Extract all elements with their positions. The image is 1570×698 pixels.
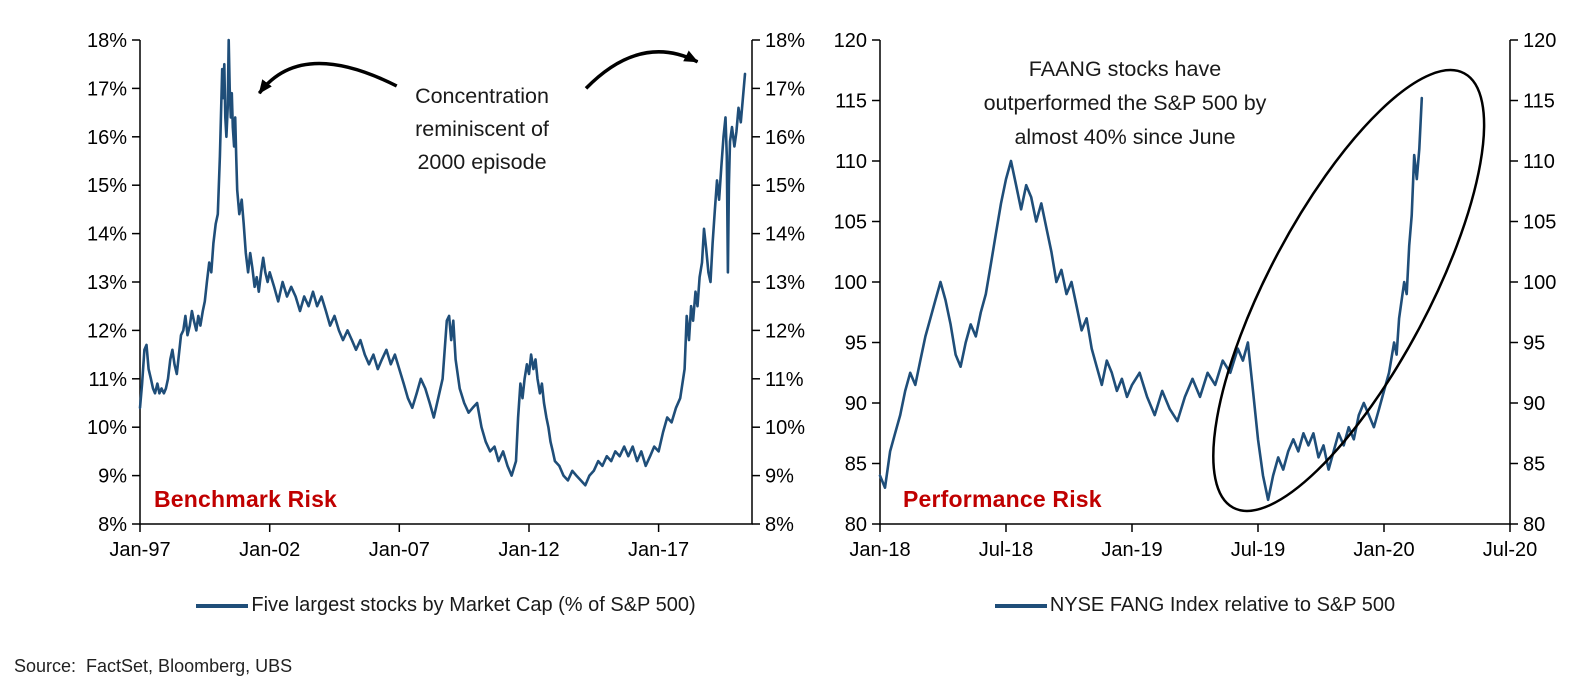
x-tick-label: Jan-17 [628,539,689,561]
y-tick-label: 80 [845,514,867,536]
y-tick-label: 15% [87,175,127,197]
x-tick-label: Jan-97 [109,539,170,561]
y-tick-label: 100 [834,272,867,294]
ellipse-annotation [1212,68,1486,513]
legend-benchmark: Five largest stocks by Market Cap (% of … [140,594,752,617]
y-tick-label: 18% [765,30,805,52]
y-tick-label: 17% [87,78,127,100]
y-tick-label: 11% [765,369,804,391]
legend-line-swatch [196,603,249,608]
x-tick-label: Jan-20 [1353,539,1414,561]
y-tick-label: 16% [87,127,127,149]
x-tick-label: Jul-18 [979,539,1033,561]
y-tick-label: 15% [765,175,805,197]
y-tick-label: 8% [765,514,794,536]
y-tick-label: 105 [1523,212,1556,234]
y-tick-label: 95 [845,333,867,355]
annotation-arrow [584,50,699,90]
annotation-line: almost 40% since June [1014,125,1236,149]
y-tick-label: 105 [834,212,867,234]
y-tick-label: 85 [845,454,867,476]
y-tick-label: 85 [1523,454,1545,476]
y-tick-label: 120 [834,30,867,52]
x-tick-label: Jan-19 [1101,539,1162,561]
y-tick-label: 10% [87,417,127,439]
x-tick-label: Jan-07 [369,539,430,561]
annotation-line: reminiscent of [415,117,549,141]
y-tick-label: 95 [1523,333,1545,355]
y-tick-label: 100 [1523,272,1556,294]
source-note: Source: FactSet, Bloomberg, UBS [14,656,293,676]
y-tick-label: 80 [1523,514,1545,536]
y-tick-label: 10% [765,417,805,439]
annotation-line: FAANG stocks have [1028,57,1222,81]
legend-fang: NYSE FANG Index relative to S&P 500 [880,594,1510,617]
performance-risk-label: Performance Risk [903,486,1102,512]
legend-label: Five largest stocks by Market Cap (% of … [251,594,696,616]
x-tick-label: Jan-02 [239,539,300,561]
legend-label: NYSE FANG Index relative to S&P 500 [1049,594,1396,616]
y-tick-label: 14% [765,224,805,246]
legend-line-swatch [994,603,1047,608]
annotation-line: 2000 episode [417,150,547,174]
x-tick-label: Jul-19 [1231,539,1285,561]
annotation-line: Concentration [415,84,549,108]
series-line [878,96,1424,502]
y-tick-label: 11% [88,369,127,391]
y-tick-label: 110 [1523,151,1555,173]
annotation-line: outperformed the S&P 500 by [983,91,1267,115]
annotation-arrow [257,61,398,95]
x-tick-label: Jul-20 [1483,539,1537,561]
y-tick-label: 9% [765,466,794,488]
y-tick-label: 90 [1523,393,1545,415]
y-tick-label: 8% [98,514,127,536]
y-tick-label: 12% [87,320,127,342]
y-tick-label: 115 [835,91,867,113]
y-tick-label: 16% [765,127,805,149]
y-tick-label: 13% [765,272,805,294]
y-tick-label: 120 [1523,30,1556,52]
y-tick-label: 9% [98,466,127,488]
y-tick-label: 110 [835,151,867,173]
y-tick-label: 14% [87,224,127,246]
charts-canvas: 8% 8% 9% 9% 10% 10% 11% 11% 12% 12% 13% 13% 14% 14% 15… [87,30,1556,561]
x-tick-label: Jan-18 [849,539,910,561]
benchmark-risk-label: Benchmark Risk [154,486,338,512]
series-line [138,38,747,487]
x-tick-label: Jan-12 [498,539,559,561]
y-tick-label: 12% [765,320,805,342]
y-tick-label: 13% [87,272,127,294]
y-tick-label: 18% [87,30,127,52]
y-tick-label: 17% [765,78,805,100]
y-tick-label: 90 [845,393,867,415]
concentration-annotation: Concentration reminiscent of 2000 episod… [372,80,592,179]
y-tick-label: 115 [1523,91,1555,113]
faang-annotation: FAANG stocks have outperformed the S&P 5… [950,52,1300,154]
